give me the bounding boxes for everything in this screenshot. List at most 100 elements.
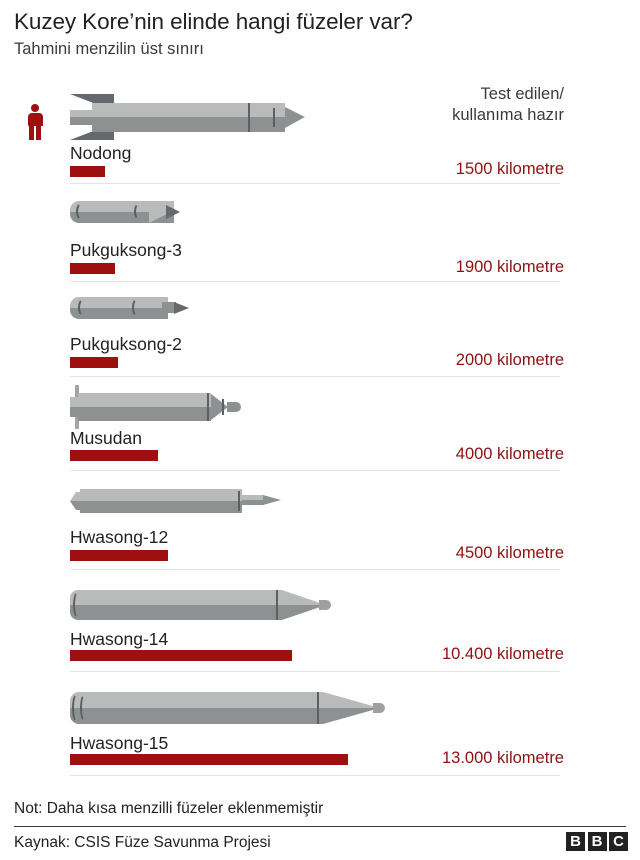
row-separator [70,470,560,471]
missile-nose-tip [373,703,385,713]
missile-stage-band [276,590,278,620]
missile-fin-upper [75,385,79,401]
missile-stage-band [238,491,240,511]
missile-mid-arc [132,298,143,317]
range-bar [70,263,115,274]
column-header-line-2: kullanıma hazır [452,106,564,124]
missile-body-bottom [70,308,168,319]
missile-label: Musudan [70,428,142,448]
missile-body-bottom [70,501,242,510]
range-bar [70,450,158,461]
bbc-logo: B B C [566,832,628,851]
missile-nose-shaft-top [242,495,264,500]
missile-nose-cone [211,394,228,420]
range-bar [70,650,292,661]
missile-body-bottom [70,117,285,125]
missile-nose-band [222,399,224,415]
missile-rear-arc-inner [80,694,89,722]
missile-body-top-upper [78,393,211,397]
missile-nose-light [149,201,171,223]
row-separator [70,183,560,184]
missile-body-top [70,297,168,308]
missile-fin-lower [75,413,79,429]
missile-label: Nodong [70,143,132,163]
missile-graphic-hwasong-15 [70,688,390,730]
missile-body-bottom-lower [92,125,285,132]
range-value: 13.000 kilometre [442,749,564,767]
missile-stage-band [248,103,250,132]
chart-note: Not: Daha kısa menzilli füzeler eklenmem… [14,800,324,817]
range-bar [70,754,348,765]
range-bar [70,166,105,177]
bbc-logo-letter-1: B [566,832,585,851]
missile-nose-tip [227,402,241,412]
column-header: Test edilen/ kullanıma hazır [344,84,564,126]
bbc-logo-letter-3: C [609,832,628,851]
missile-graphic-pukguksong-2 [70,295,195,321]
missile-label: Pukguksong-2 [70,334,182,354]
missile-body-top [70,692,323,708]
human-figure-body [27,113,43,126]
missile-nose-top [323,692,380,708]
missile-nose-cone [285,107,305,128]
missile-nose-tip [319,600,331,610]
missile-body-bottom-lower [80,510,242,513]
missile-nose-bottom [282,605,326,620]
missile-graphic-musudan [70,385,250,429]
missile-nose-top [282,590,326,605]
missile-nose-collar [162,302,176,313]
row-separator [70,775,560,776]
missile-nose-bottom [323,708,380,724]
chart-source: Kaynak: CSIS Füze Savunma Projesi [14,834,271,851]
missile-body-bottom-lower [78,417,211,421]
missile-graphic-pukguksong-3 [70,199,195,225]
page-title: Kuzey Kore’nin elinde hangi füzeler var? [14,9,413,34]
missile-stage-band [207,393,209,421]
missile-nose-tip [263,495,281,505]
row-separator [70,281,560,282]
missile-graphic-nodong [70,94,305,140]
missile-nose-tip [174,302,189,314]
missile-body-bottom [70,407,211,417]
missile-body-top [70,201,174,212]
missile-graphic-hwasong-12 [70,487,285,517]
row-separator [70,376,560,377]
missile-body-top [70,110,285,117]
missile-rear-arc-outer [72,693,82,723]
missile-label: Hwasong-14 [70,629,169,649]
range-bar [70,357,118,368]
missile-nose-tip [166,205,180,219]
missile-nose-shaft-bottom [242,500,264,505]
missile-body-bottom [70,212,174,223]
row-separator [70,671,560,672]
human-figure-leg-left [29,124,34,140]
range-value: 1900 kilometre [455,258,564,276]
range-value: 4000 kilometre [455,445,564,463]
range-value: 10.400 kilometre [442,645,564,663]
missile-body-top-upper [80,489,242,492]
human-figure-icon [26,104,44,140]
range-value: 2000 kilometre [455,351,564,369]
missile-mid-arc [134,203,144,220]
missile-body-bottom [70,708,323,724]
missile-body-top-upper [92,103,285,110]
missile-body-top [70,590,282,605]
range-value: 1500 kilometre [455,160,564,178]
row-separator [70,569,560,570]
missile-body-top [70,492,242,501]
missile-label: Hwasong-12 [70,527,169,547]
range-bar [70,550,168,561]
missile-graphic-hwasong-14 [70,586,340,626]
missile-rear-arc [73,591,83,619]
missile-rear-arc [76,202,89,221]
column-header-line-1: Test edilen/ [480,85,564,103]
range-value: 4500 kilometre [455,544,564,562]
page-subtitle: Tahmini menzilin üst sınırı [14,40,204,58]
missile-body-bottom [70,605,282,620]
missile-label: Pukguksong-3 [70,240,182,260]
missile-nose-band [273,108,275,127]
human-figure-leg-right [36,124,41,140]
missile-rear-arc [78,298,90,317]
missile-body-top [70,397,211,407]
